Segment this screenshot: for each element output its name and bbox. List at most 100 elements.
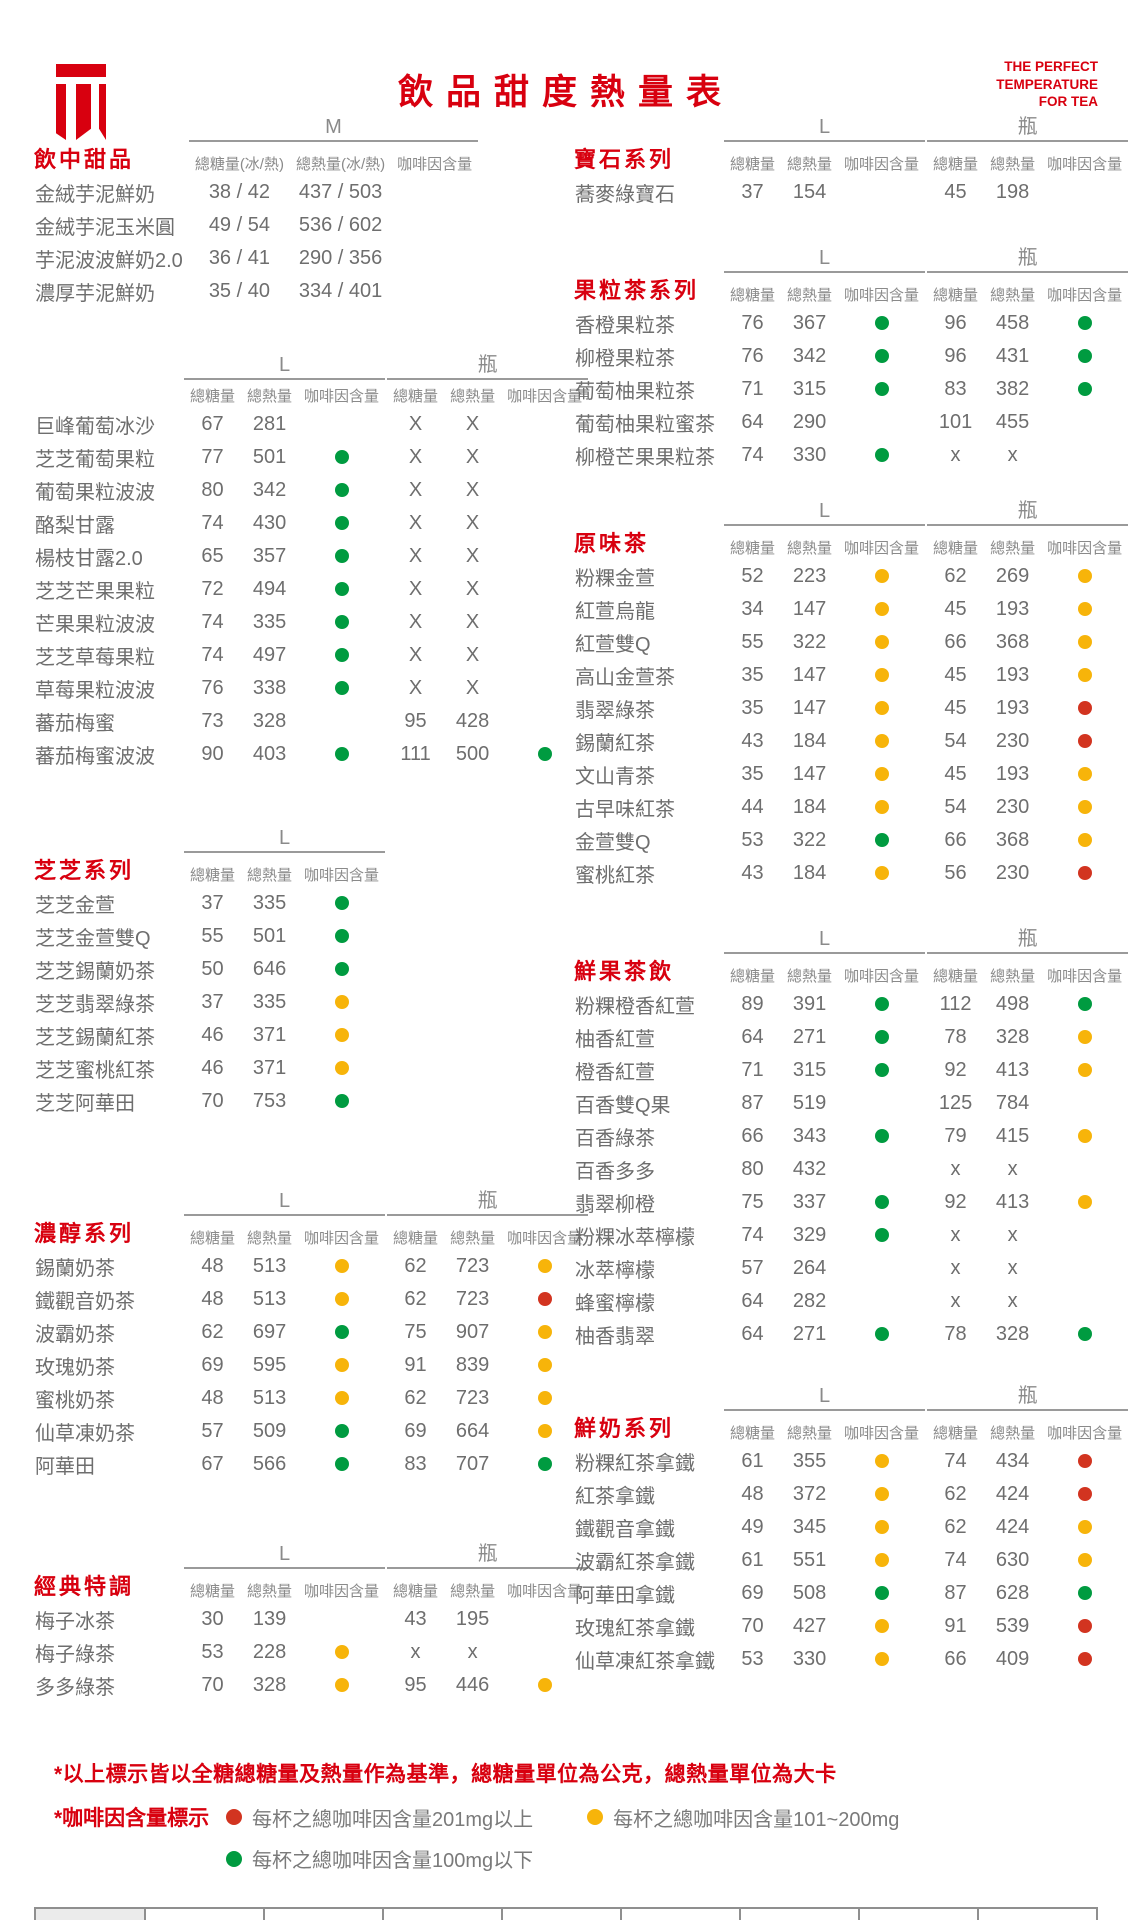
sugar-value: X <box>408 677 423 699</box>
drink-name: 翡翠柳橙 <box>575 1194 655 1216</box>
calorie-value: 184 <box>792 796 827 818</box>
drink-name: 鐵觀音拿鐵 <box>575 1519 675 1541</box>
calorie-value: 223 <box>792 565 827 587</box>
drink-name: 芝芝金萱 <box>35 895 115 917</box>
sugar-value: 37 <box>741 181 764 203</box>
caffeine-cell <box>1041 1186 1128 1219</box>
calorie-value: 664 <box>455 1420 490 1442</box>
calorie-value: 322 <box>792 631 827 653</box>
column-header: 總糖量 <box>933 1425 979 1442</box>
calorie-value: 335 <box>252 892 287 914</box>
caffeine-dot-red <box>1077 734 1092 749</box>
sugar-value: 66 <box>944 829 967 851</box>
caffeine-cell <box>838 406 925 439</box>
caffeine-cell <box>838 758 925 791</box>
tea-type-cell: 紅茶拿鐵 <box>501 1907 622 1920</box>
tea-type-cell: 綠茶 <box>144 1907 265 1920</box>
legend-item: 每杯之總咖啡因含量100mg以下 <box>226 1844 1044 1873</box>
drink-row: 芒果果粒波波 74 335 X X <box>34 606 588 639</box>
sugar-value: 62 <box>201 1321 224 1343</box>
column-header: 總熱量 <box>787 156 833 173</box>
caffeine-cell <box>501 1316 588 1349</box>
size-label: L <box>724 116 926 142</box>
calorie-value: 519 <box>792 1092 827 1114</box>
menu-section: L 瓶鮮奶系列 總糖量 總熱量 咖啡因含量 總糖量 總熱量 咖啡因含量 粉粿紅茶拿鐵 61 355 7… <box>574 1385 1129 1676</box>
sugar-value: x <box>950 1257 961 1279</box>
sugar-value: 74 <box>741 444 764 466</box>
calorie-value: X <box>465 446 480 468</box>
sugar-value: 43 <box>404 1608 427 1630</box>
column-header: 總熱量 <box>450 388 496 405</box>
caffeine-dot-yellow <box>874 1454 889 1469</box>
caffeine-cell <box>838 1153 925 1186</box>
caffeine-dot-yellow <box>1077 767 1092 782</box>
drink-name: 阿華田 <box>35 1456 95 1478</box>
caffeine-dot-yellow <box>537 1678 552 1693</box>
drink-name: 百香多多 <box>575 1161 655 1183</box>
sugar-value: 83 <box>944 378 967 400</box>
calorie-value: 753 <box>252 1090 287 1112</box>
tea-type-cell: 高山金萱茶 <box>620 1907 741 1920</box>
caffeine-dot-yellow <box>1077 1129 1092 1144</box>
calorie-value: 334 / 401 <box>298 280 383 302</box>
caffeine-dot-green <box>537 1457 552 1472</box>
drink-row: 蜂蜜檸檬 64 282 x x <box>574 1285 1128 1318</box>
sugar-value: X <box>408 479 423 501</box>
sugar-value: 37 <box>201 991 224 1013</box>
drink-name: 芝芝金萱雙Q <box>35 928 151 950</box>
caffeine-cell <box>1041 373 1128 406</box>
caffeine-dot-yellow <box>874 668 889 683</box>
caffeine-cell <box>1041 1610 1128 1643</box>
caffeine-cell <box>501 1349 588 1382</box>
drink-name: 芋泥波波鮮奶2.0 <box>35 250 183 272</box>
drink-row: 芝芝錫蘭奶茶 50 646 <box>34 953 385 986</box>
calorie-value: 413 <box>995 1059 1030 1081</box>
calorie-value: 415 <box>995 1125 1030 1147</box>
calorie-value: 566 <box>252 1453 287 1475</box>
caffeine-cell <box>838 857 925 890</box>
brand-logo-icon <box>56 64 106 140</box>
drink-row: 蕃茄梅蜜 73 328 95 428 <box>34 705 588 738</box>
drink-row: 楊枝甘露2.0 65 357 X X <box>34 540 588 573</box>
caffeine-cell <box>1041 307 1128 340</box>
caffeine-cell <box>298 1349 385 1382</box>
tea-type-cell: 錫蘭紅茶 <box>263 1907 384 1920</box>
caffeine-cell <box>1041 1544 1128 1577</box>
caffeine-cell <box>838 340 925 373</box>
caffeine-dot-yellow <box>334 995 349 1010</box>
caffeine-dot-green <box>1077 316 1092 331</box>
drink-name: 粉粿冰萃檸檬 <box>575 1227 695 1249</box>
calorie-value: 513 <box>252 1288 287 1310</box>
sugar-value: 75 <box>404 1321 427 1343</box>
drink-row: 濃厚芋泥鮮奶 35 / 40 334 / 401 <box>34 275 478 308</box>
sugar-value: 35 <box>741 697 764 719</box>
sugar-value: 45 <box>944 664 967 686</box>
drink-name: 紅萱雙Q <box>575 634 651 656</box>
calorie-value: 458 <box>995 312 1030 334</box>
drink-name: 梅子綠茶 <box>35 1644 115 1666</box>
sugar-value: 57 <box>741 1257 764 1279</box>
calorie-value: 437 / 503 <box>298 181 383 203</box>
section-title-spacer <box>34 1543 184 1569</box>
sugar-value: 62 <box>404 1387 427 1409</box>
column-header: 咖啡因含量 <box>1047 287 1123 304</box>
drink-name: 柳橙芒果果粒茶 <box>575 447 715 469</box>
calorie-value: 551 <box>792 1549 827 1571</box>
section-title: 鮮果茶飲 <box>574 959 675 984</box>
caffeine-cell <box>298 507 385 540</box>
sugar-value: 79 <box>944 1125 967 1147</box>
brand-tagline: THE PERFECT TEMPERATURE FOR TEA <box>996 58 1098 111</box>
drink-row: 芋泥波波鮮奶2.0 36 / 41 290 / 356 <box>34 242 478 275</box>
caffeine-dot-green <box>1077 1586 1092 1601</box>
caffeine-legend-items: 每杯之總咖啡因含量201mg以上 每杯之總咖啡因含量101~200mg <box>226 1803 953 1832</box>
drink-row: 金絨芋泥玉米圓 49 / 54 536 / 602 <box>34 209 478 242</box>
drink-row: 草莓果粒波波 76 338 X X <box>34 672 588 705</box>
sugar-value: 54 <box>944 730 967 752</box>
caffeine-cell <box>1041 1511 1128 1544</box>
sugar-value: 45 <box>944 181 967 203</box>
size-label: L <box>724 500 926 526</box>
caffeine-dot-green <box>334 648 349 663</box>
drink-name: 古早味紅茶 <box>575 799 675 821</box>
sugar-value: 45 <box>944 697 967 719</box>
caffeine-cell <box>838 1445 925 1478</box>
